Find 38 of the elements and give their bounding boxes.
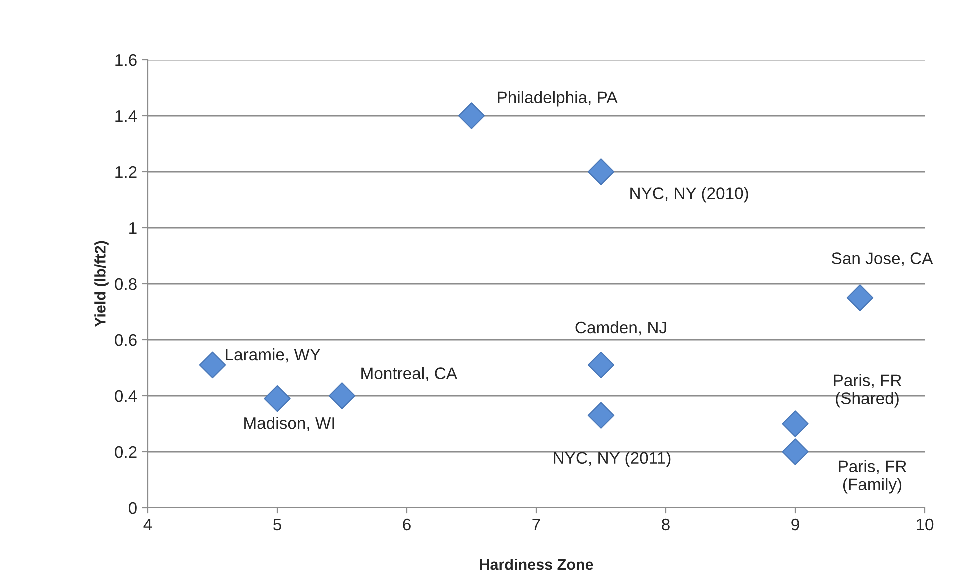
annotation: Paris, FR (Shared) (834, 374, 902, 408)
annotation: Montreal, CA (362, 367, 458, 382)
point (588, 402, 615, 429)
y-tick-label: 1.2 (116, 166, 137, 178)
y-tick-label: 0 (128, 502, 137, 514)
y-axis-title: Yield (lb/ft2) (94, 241, 109, 328)
x-tick-label: 7 (532, 519, 540, 530)
annotation: Paris, FR (Family) (839, 460, 906, 494)
x-tick-label: 9 (792, 518, 800, 531)
annotation: Camden, NJ (576, 321, 666, 336)
point (458, 102, 486, 130)
x-tick-label: 6 (403, 518, 411, 531)
annotation: Madison, WI (244, 417, 334, 432)
annotation: NYC, NY (2010) (630, 187, 748, 203)
y-tick-label: 0.2 (115, 446, 137, 458)
y-tick-label: 1.4 (116, 110, 138, 122)
annotation: San Jose, CA (832, 252, 934, 266)
point (264, 385, 291, 412)
y-tick-label: 0.6 (115, 334, 137, 346)
point (846, 284, 874, 312)
point (782, 438, 809, 466)
point (199, 352, 226, 379)
annotation: Laramie, WY (226, 348, 321, 363)
x-tick-label: 4 (144, 519, 152, 530)
x-axis-title: Hardiness Zone (480, 558, 594, 570)
annotation: Philadelphia, PA (498, 91, 618, 107)
y-tick-label: 1 (130, 222, 137, 234)
y-tick-label: 0.4 (115, 390, 138, 402)
x-tick-label: 10 (917, 518, 934, 531)
y-tick-label: 0.8 (115, 278, 137, 290)
point (588, 352, 615, 379)
annotation: NYC, NY (2011) (554, 452, 671, 468)
point (782, 410, 809, 438)
point (588, 158, 615, 186)
x-tick-label: 5 (274, 519, 282, 531)
y-tick-label: 1.6 (116, 54, 137, 66)
point (328, 382, 356, 410)
x-tick-label: 8 (662, 518, 670, 531)
